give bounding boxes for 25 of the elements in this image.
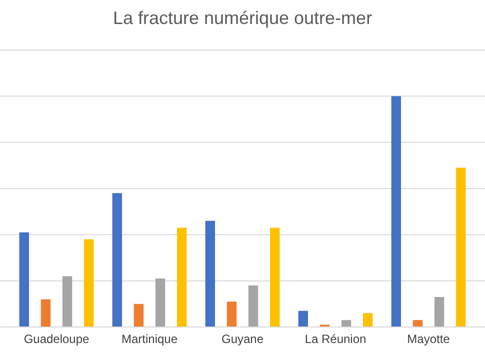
- bar: [134, 304, 144, 327]
- bar: [176, 228, 187, 327]
- bar: [155, 278, 166, 327]
- bar: [84, 239, 94, 327]
- bar: [112, 193, 122, 327]
- bar: [456, 168, 466, 327]
- bar: [248, 285, 258, 327]
- chart-title: La fracture numérique outre-mer: [112, 8, 372, 28]
- bar: [62, 276, 72, 327]
- bar: [298, 310, 308, 327]
- x-tick-label: Guadeloupe: [24, 332, 90, 346]
- x-tick-label: Mayotte: [407, 332, 450, 346]
- bar: [412, 320, 423, 327]
- bar: [19, 232, 30, 327]
- bar: [391, 96, 402, 327]
- bar: [270, 228, 280, 327]
- x-tick-label: Guyane: [221, 332, 264, 346]
- bar: [434, 296, 444, 327]
- bar: [341, 320, 352, 327]
- x-tick-label: La Réunion: [304, 332, 366, 346]
- x-tick-label: Martinique: [121, 332, 178, 346]
- bar: [205, 220, 216, 327]
- bar: [40, 299, 51, 327]
- bar: [226, 302, 237, 327]
- bar: [362, 313, 373, 327]
